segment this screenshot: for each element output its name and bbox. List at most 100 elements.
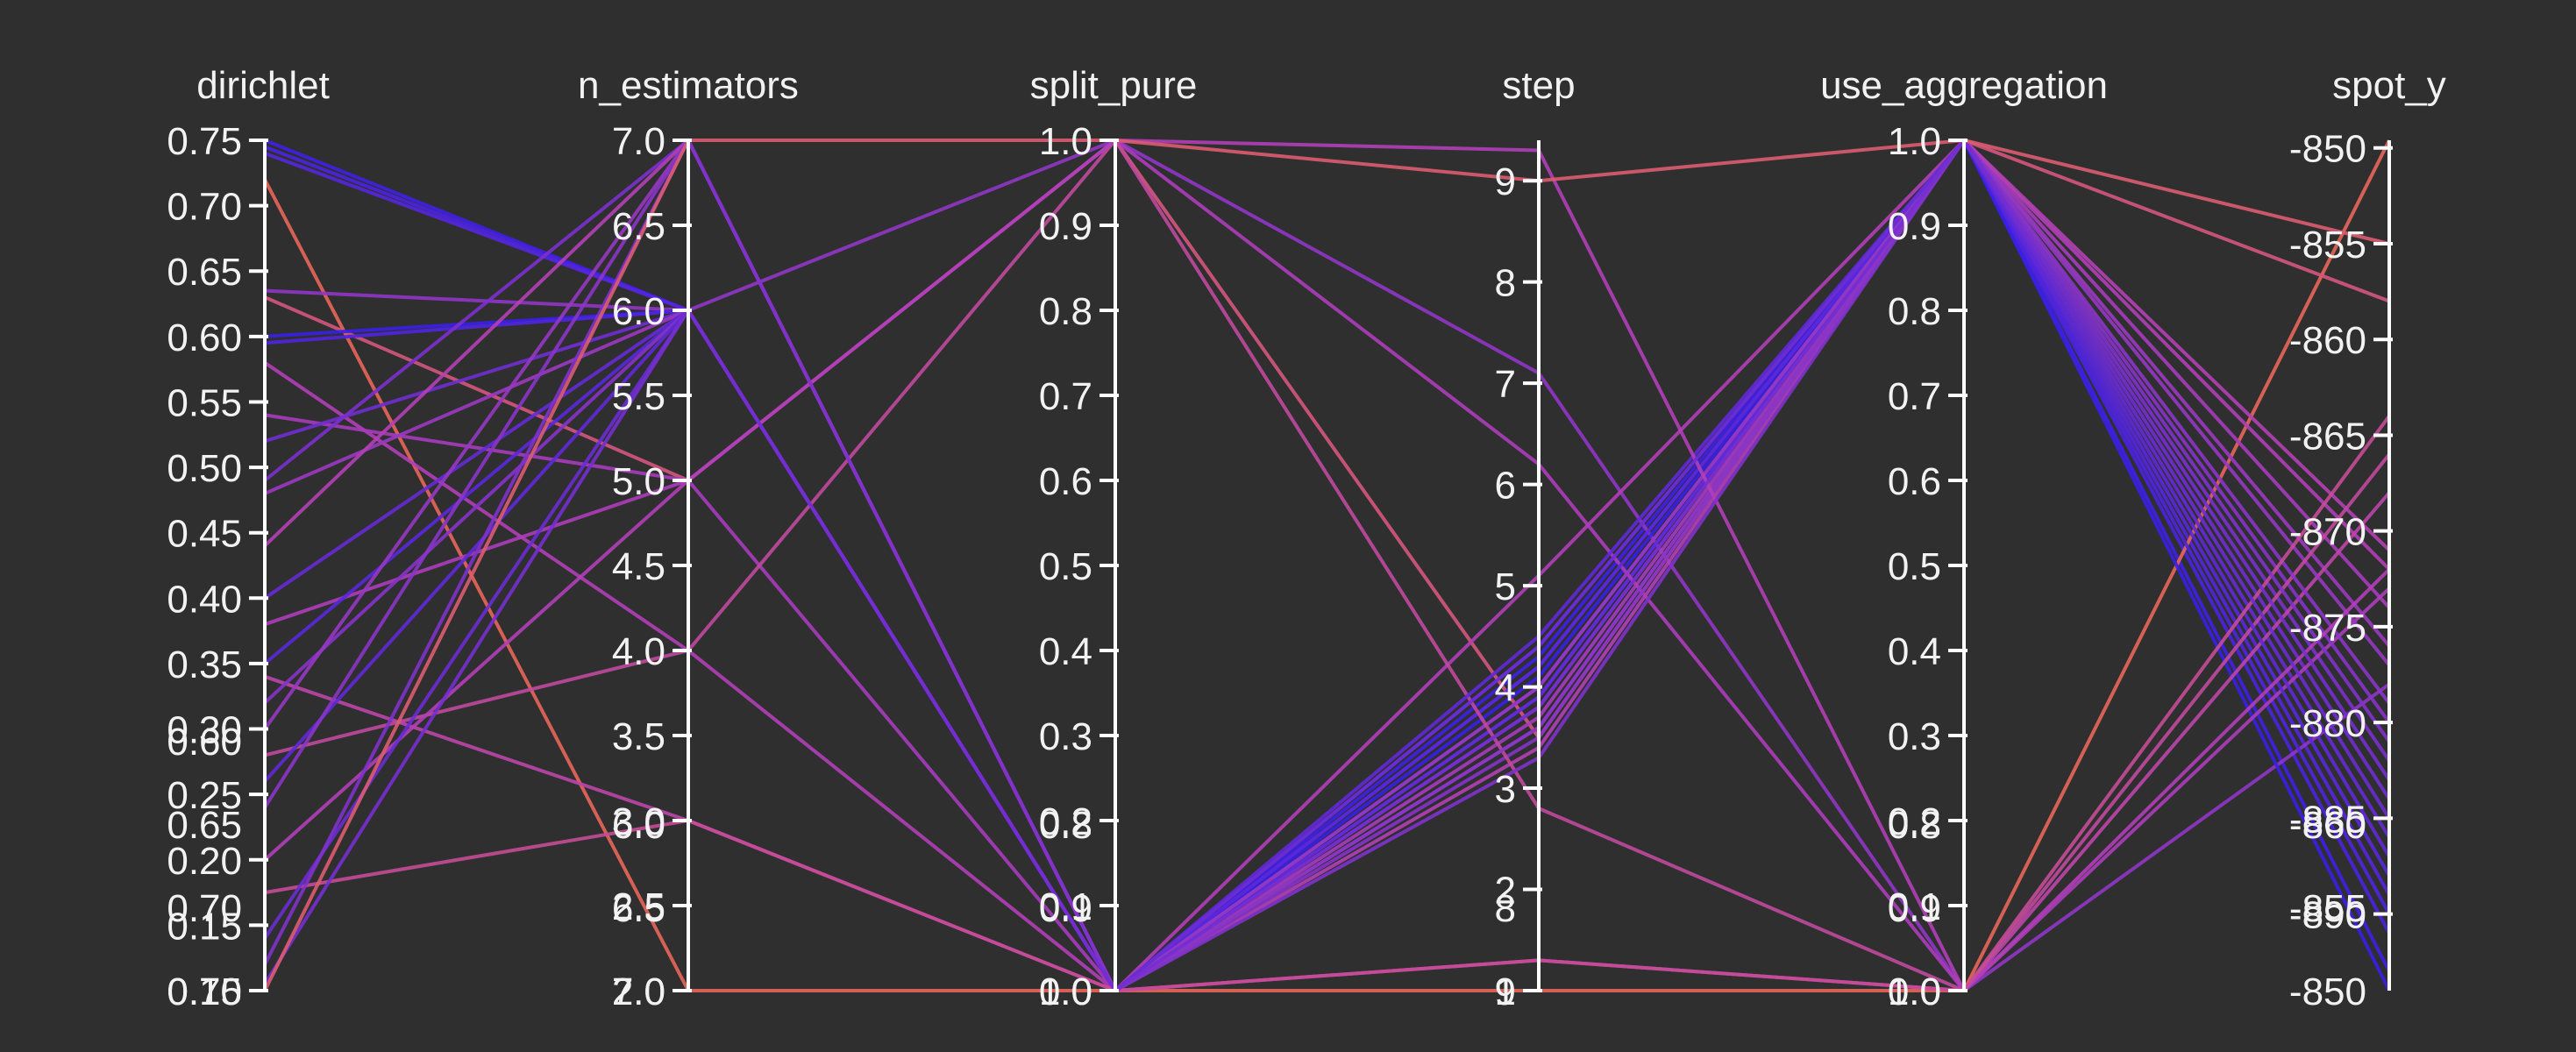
overlay-tick-label: 0.9 (1888, 887, 1941, 930)
tick-label: 0.9 (1888, 205, 1941, 248)
overlay-tick-label: 0.9 (1039, 887, 1092, 930)
tick-label: 5.0 (612, 460, 665, 503)
tick-label: 0.6 (1039, 460, 1092, 503)
data-line (263, 139, 2391, 992)
tick-label: 0.8 (1039, 290, 1092, 333)
tick-label: 7.0 (612, 120, 665, 163)
tick-label: 3.0 (612, 800, 665, 843)
overlay-tick-label: -850 (2289, 970, 2366, 1013)
tick-label: 0.8 (1888, 290, 1941, 333)
tick-label: -875 (2289, 607, 2366, 650)
tick-label: 0.0 (1039, 970, 1092, 1013)
data-line (263, 139, 2391, 992)
tick-label: 6 (1495, 465, 1516, 508)
overlay-tick-label: 8 (1495, 887, 1516, 930)
tick-label: 0.0 (1888, 970, 1941, 1013)
data-line (264, 139, 2390, 740)
tick-label: 0.3 (1039, 715, 1092, 758)
tick-label: 2.5 (612, 885, 665, 928)
tick-label: 4.0 (612, 630, 665, 673)
tick-label: 0.40 (167, 578, 242, 621)
overlay-tick-label: -860 (2289, 804, 2366, 847)
overlay-tick-label: 6.0 (612, 804, 665, 847)
data-line (263, 139, 2391, 992)
overlay-tick-label: 0.65 (167, 804, 242, 847)
tick-label: 6.0 (612, 290, 665, 333)
overlay-tick-label: 1.0 (1888, 970, 1941, 1013)
tick-label: 2 (1495, 870, 1516, 913)
axis-title: use_aggregation (1820, 64, 2108, 107)
overlay-tick-label: -855 (2289, 887, 2366, 930)
tick-label: 1 (1495, 970, 1516, 1013)
tick-label: 0.7 (1888, 375, 1941, 418)
tick-label: 0.55 (167, 381, 242, 424)
tick-label: -865 (2289, 415, 2366, 458)
tick-label: 0.65 (167, 251, 242, 294)
tick-label: 0.35 (167, 643, 242, 686)
axis-n-estimators: n_estimators 7.0 6.5 6.0 5.5 5.0 4.5 4.0 3.5 3.0 2… (578, 64, 799, 1013)
tick-label: 0.1 (1888, 885, 1941, 928)
tick-label: -885 (2289, 798, 2366, 841)
tick-label: 0.15 (167, 905, 242, 948)
tick-label: 7 (1495, 363, 1516, 406)
tick-label: 0.5 (1039, 545, 1092, 588)
axis-title: n_estimators (578, 64, 799, 107)
axis-split-pure: split_pure 1.0 0.9 0.8 0.7 0.6 0.5 0.4 0.3 0.2 0.1… (1030, 64, 1198, 1013)
data-line (263, 139, 2391, 992)
overlay-tick-label: 0.60 (167, 721, 242, 764)
tick-label: 0.75 (167, 120, 242, 163)
overlay-tick-label: 0.75 (167, 970, 242, 1013)
tick-label: 0.4 (1888, 630, 1941, 673)
data-line (264, 139, 2391, 992)
tick-label: -850 (2289, 128, 2366, 171)
tick-label: 0.6 (1888, 460, 1941, 503)
data-line (263, 139, 2391, 992)
data-line (263, 139, 2391, 992)
tick-label: 0.9 (1039, 205, 1092, 248)
data-line (264, 139, 2391, 992)
tick-label: 3 (1495, 768, 1516, 811)
tick-label: 2.0 (612, 970, 665, 1013)
axis-title: split_pure (1030, 64, 1198, 107)
tick-label: -860 (2289, 319, 2366, 362)
overlay-tick-label: 9 (1495, 970, 1516, 1013)
tick-label: 5 (1495, 565, 1516, 608)
tick-label: 0.3 (1888, 715, 1941, 758)
tick-label: 0.20 (167, 840, 242, 883)
tick-label: 0.30 (167, 709, 242, 752)
tick-label: -880 (2289, 702, 2366, 745)
tick-label: 4 (1495, 667, 1516, 710)
overlay-tick-label: 0.8 (1039, 804, 1092, 847)
data-line (263, 139, 2391, 992)
overlay-tick-label: 0.70 (167, 887, 242, 930)
overlay-tick-label: 1.0 (1039, 970, 1092, 1013)
tick-label: 9 (1495, 160, 1516, 203)
tick-label: 0.70 (167, 186, 242, 229)
data-line (264, 139, 2391, 992)
data-line (263, 139, 2390, 992)
axis-title: step (1502, 64, 1575, 107)
tick-label: -890 (2289, 894, 2366, 937)
tick-label: 0.60 (167, 316, 242, 359)
tick-label: 3.5 (612, 715, 665, 758)
tick-label: 0.5 (1888, 545, 1941, 588)
tick-label: 0.2 (1888, 800, 1941, 843)
tick-label: 5.5 (612, 375, 665, 418)
tick-label: 4.5 (612, 545, 665, 588)
data-line (264, 139, 2391, 992)
overlay-tick-label: 6.5 (612, 887, 665, 930)
data-lines (263, 139, 2391, 992)
data-line (263, 139, 2391, 992)
tick-label: 0.4 (1039, 630, 1092, 673)
overlay-tick-label: 7.0 (612, 970, 665, 1013)
tick-label: 0.1 (1039, 885, 1092, 928)
tick-label: 1.0 (1888, 120, 1941, 163)
tick-label: 0.7 (1039, 375, 1092, 418)
data-line (263, 139, 2391, 992)
tick-label: 1.0 (1039, 120, 1092, 163)
tick-label: 8 (1495, 262, 1516, 305)
tick-label: 0.2 (1039, 800, 1092, 843)
data-line (263, 139, 2391, 992)
